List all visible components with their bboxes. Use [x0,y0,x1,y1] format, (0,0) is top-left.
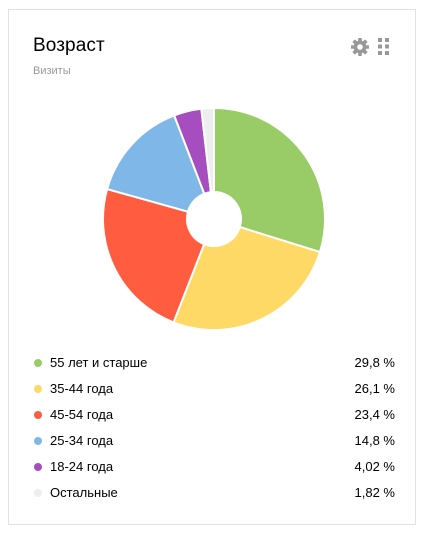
legend-dot-icon [34,411,42,419]
legend-item[interactable]: 55 лет и старше 29,8 % [33,350,395,376]
legend-label: Остальные [50,485,118,500]
legend-label: 25-34 года [50,433,114,448]
widget-title: Возраст [33,35,105,56]
legend-value: 14,8 % [354,433,395,448]
chart-legend: 55 лет и старше 29,8 % 35-44 года 26,1 % 45-… [33,350,395,506]
pie-slice-2[interactable] [172,225,322,330]
legend-item[interactable]: 25-34 года 14,8 % [33,428,395,454]
legend-dot-icon [34,437,42,445]
legend-label: 55 лет и старше [50,355,148,370]
legend-value: 23,4 % [354,407,395,422]
legend-dot-icon [34,359,42,367]
legend-item[interactable]: 18-24 года 4,02 % [33,454,395,480]
legend-item[interactable]: 35-44 года 26,1 % [33,376,395,402]
legend-item[interactable]: 45-54 года 23,4 % [33,402,395,428]
legend-dot-icon [34,463,42,471]
legend-label: 18-24 года [50,459,114,474]
widget-subtitle: Визиты [33,65,71,77]
pie-slice-6[interactable] [200,108,215,194]
age-widget-card: Возраст Визиты 55 лет и старше 29,8 % 35-4… [8,9,416,525]
legend-label: 45-54 года [50,407,114,422]
legend-label: 35-44 года [50,381,114,396]
drag-handle-icon[interactable] [378,38,390,55]
legend-dot-icon [34,489,42,497]
legend-value: 1,82 % [354,485,395,500]
pie-slice-3[interactable] [103,187,206,324]
legend-value: 29,8 % [354,355,395,370]
pie-slice-4[interactable] [105,114,206,213]
age-donut-chart [103,108,325,330]
pie-slice-1[interactable] [213,108,325,254]
legend-dot-icon [34,385,42,393]
legend-value: 26,1 % [354,381,395,396]
legend-item[interactable]: Остальные 1,82 % [33,480,395,506]
gear-icon[interactable] [350,37,370,57]
legend-value: 4,02 % [354,459,395,474]
